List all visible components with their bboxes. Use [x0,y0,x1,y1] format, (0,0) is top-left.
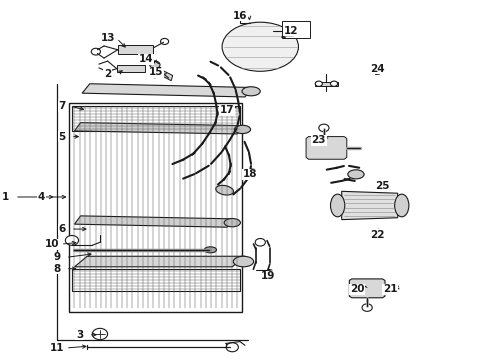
Circle shape [331,81,338,86]
Ellipse shape [222,22,298,71]
Bar [282,22,310,39]
Bar [72,269,240,291]
Text: 20: 20 [350,284,364,294]
Circle shape [319,124,329,132]
Bar [70,103,243,312]
Text: 2: 2 [104,69,111,79]
Text: 21: 21 [383,284,397,294]
Text: 3: 3 [76,330,83,340]
Circle shape [255,239,266,246]
Polygon shape [74,123,244,134]
Ellipse shape [242,87,260,96]
Text: 7: 7 [58,102,66,111]
Polygon shape [82,84,253,97]
Ellipse shape [234,125,250,134]
Polygon shape [74,216,233,227]
Text: 22: 22 [370,230,385,240]
Polygon shape [117,65,145,72]
Circle shape [65,235,78,245]
Polygon shape [342,191,398,220]
Circle shape [226,343,238,352]
Polygon shape [315,82,338,86]
Circle shape [235,11,245,18]
Circle shape [161,39,169,45]
Circle shape [92,328,108,340]
Text: 17: 17 [220,105,235,115]
Text: 8: 8 [53,264,60,274]
Text: 6: 6 [58,224,65,234]
Text: 1: 1 [2,192,9,202]
Circle shape [151,72,159,78]
Text: 15: 15 [148,67,163,77]
Text: 14: 14 [139,54,153,64]
Ellipse shape [233,256,254,267]
Polygon shape [306,136,347,159]
Circle shape [91,48,100,55]
Circle shape [315,81,322,86]
Text: 16: 16 [233,11,247,21]
Ellipse shape [204,247,217,253]
Text: 18: 18 [243,169,257,179]
Polygon shape [163,71,173,81]
Text: 23: 23 [312,135,326,145]
Text: 4: 4 [38,192,45,202]
Text: 5: 5 [58,132,65,141]
Text: 24: 24 [370,64,385,74]
Ellipse shape [331,194,345,217]
Ellipse shape [224,219,241,227]
Ellipse shape [348,170,364,179]
Text: 10: 10 [44,239,59,249]
Ellipse shape [216,185,234,195]
Bar [72,107,240,131]
Text: 9: 9 [53,252,60,262]
Circle shape [150,61,160,69]
Text: 12: 12 [284,26,298,36]
Polygon shape [349,279,385,298]
Text: 25: 25 [375,181,390,191]
Ellipse shape [394,194,409,217]
Polygon shape [74,256,245,267]
Text: 19: 19 [261,271,275,281]
Polygon shape [118,45,153,54]
Text: 11: 11 [49,343,64,353]
Circle shape [362,304,372,311]
Text: 13: 13 [100,33,115,44]
